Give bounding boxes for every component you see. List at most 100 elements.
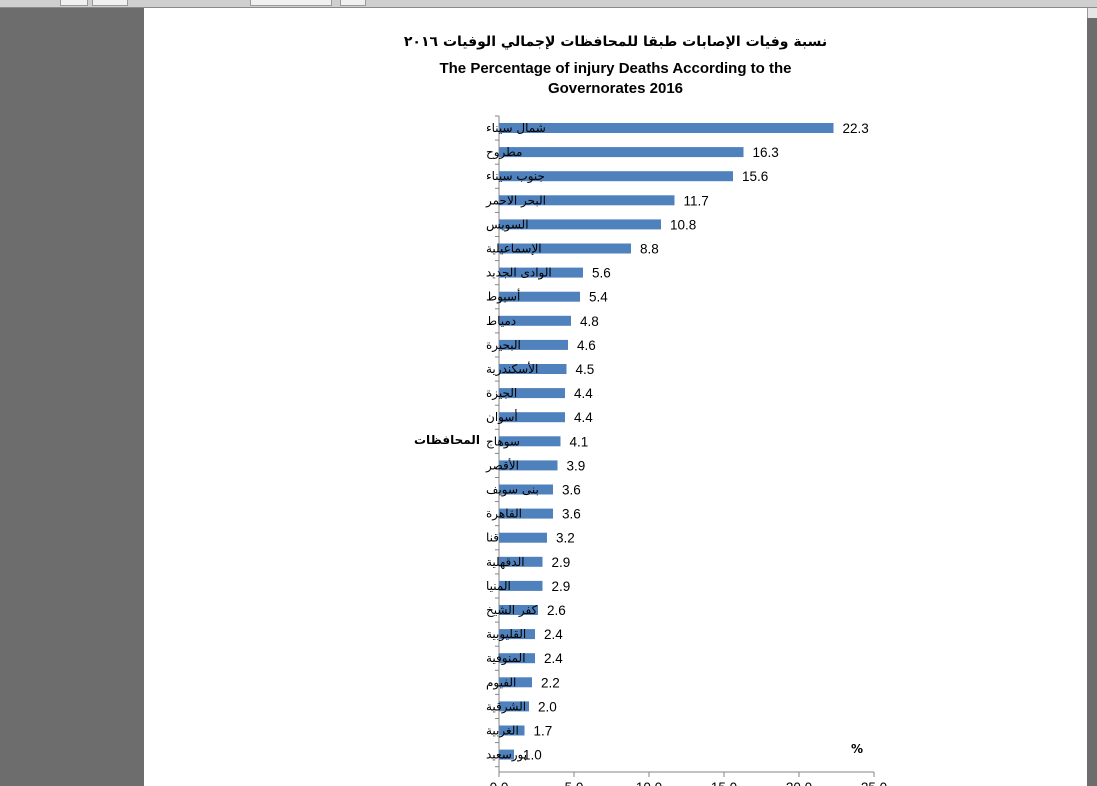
category-label: بورسعيد [486, 748, 527, 763]
scrollbar-corner[interactable] [1087, 8, 1097, 18]
data-label: 2.2 [541, 675, 560, 690]
bar [499, 749, 514, 760]
window-edge [1087, 8, 1097, 786]
data-label: 4.4 [574, 410, 593, 425]
data-label: 11.7 [684, 193, 709, 208]
category-label: الجيزة [486, 386, 517, 401]
category-label: الأسكندرية [486, 361, 538, 377]
category-label: الفيوم [486, 675, 516, 690]
category-label: الوادى الجديد [486, 266, 552, 281]
data-label: 4.8 [580, 314, 599, 329]
toolbar-field[interactable] [250, 0, 332, 6]
bar [499, 556, 543, 567]
data-label: 4.6 [577, 338, 596, 353]
bar [499, 291, 580, 302]
bar [499, 677, 532, 688]
x-tick-label: 10.0 [636, 780, 662, 786]
bar [499, 388, 565, 399]
data-label: 16.3 [753, 145, 779, 160]
data-label: 3.9 [567, 458, 586, 473]
bar [499, 339, 568, 350]
data-label: 5.4 [589, 290, 608, 305]
toolbar-button[interactable] [60, 0, 88, 6]
category-label: جنوب سيناء [486, 169, 545, 184]
data-label: 2.9 [552, 579, 571, 594]
category-label: أسوان [486, 409, 518, 425]
data-label: 4.5 [576, 362, 595, 377]
category-label: المنيا [486, 579, 511, 593]
document-page: نسبة وفيات الإصابات طبقا للمحافظات لإجما… [144, 8, 1087, 786]
toolbar-button[interactable] [340, 0, 366, 6]
category-label: سوهاج [486, 434, 520, 449]
bar [499, 484, 553, 495]
data-label: 2.4 [544, 627, 563, 642]
category-label: المنوفية [486, 651, 526, 666]
category-label: السويس [486, 217, 529, 232]
category-label: القليوبية [486, 627, 526, 642]
data-label: 2.9 [552, 555, 571, 570]
bar [499, 532, 547, 543]
category-label: أسيوط [486, 289, 520, 305]
category-label: شمال سيناء [486, 121, 546, 135]
y-axis-title: المحافظات [414, 433, 480, 447]
data-label: 5.6 [592, 266, 611, 281]
category-label: دمياط [486, 314, 516, 328]
bar [499, 580, 543, 591]
bar [499, 195, 675, 206]
bar [499, 701, 529, 712]
data-label: 2.0 [538, 699, 557, 714]
data-label: 3.6 [562, 507, 581, 522]
bar [499, 436, 561, 447]
bar [499, 460, 558, 471]
bar [499, 412, 565, 423]
bar [499, 219, 661, 230]
data-label: 3.6 [562, 483, 581, 498]
category-label: البحر الاحمر [485, 193, 546, 208]
x-tick-label: 25.0 [861, 780, 887, 786]
x-tick-label: 5.0 [565, 780, 584, 786]
category-label: الدقهلية [486, 555, 525, 569]
category-label: الغربية [486, 724, 519, 739]
bar [499, 171, 733, 182]
chart-title-arabic: نسبة وفيات الإصابات طبقا للمحافظات لإجما… [403, 34, 828, 50]
category-label: قنا [486, 531, 499, 545]
data-label: 1.7 [534, 724, 553, 739]
data-label: 8.8 [640, 242, 659, 257]
data-label: 4.1 [570, 434, 589, 449]
x-tick-label: 15.0 [711, 780, 737, 786]
bar [499, 725, 525, 736]
x-axis-title: % [851, 742, 863, 756]
category-label: كفر الشيخ [486, 603, 538, 618]
category-label: مطروح [486, 145, 522, 160]
x-tick-label: 0.0 [490, 780, 509, 786]
chart-title-english-line1: The Percentage of injury Deaths Accordin… [439, 60, 792, 77]
data-label: 3.2 [556, 531, 575, 546]
category-label: القاهرة [486, 507, 522, 522]
bar [499, 315, 571, 326]
data-label: 22.3 [843, 121, 869, 136]
bar [499, 147, 744, 158]
viewer-toolbar [0, 0, 1097, 8]
bar [499, 629, 535, 640]
toolbar-button[interactable] [92, 0, 128, 6]
data-label: 15.6 [742, 169, 768, 184]
bar [499, 243, 631, 254]
bar [499, 605, 538, 615]
bar [499, 123, 834, 133]
x-tick-label: 20.0 [786, 780, 812, 786]
data-label: 2.6 [547, 603, 566, 618]
data-label: 10.8 [670, 217, 696, 232]
category-label: الشرقية [486, 699, 526, 714]
chart-title-english-line2: Governorates 2016 [547, 80, 684, 97]
data-label: 1.0 [523, 748, 542, 763]
bar-chart: شمال سيناء 22.3 مطروح 16.3 جنوب سيناء 15.6 الب… [414, 115, 887, 786]
data-label: 2.4 [544, 651, 563, 666]
bar [499, 653, 535, 664]
data-label: 4.4 [574, 386, 593, 401]
bar [499, 267, 583, 278]
bar [499, 508, 553, 519]
category-label: الأقصر [485, 457, 519, 473]
category-label: الإسماعيلية [486, 242, 542, 256]
bar [499, 364, 567, 374]
category-label: بنى سويف [486, 483, 539, 498]
